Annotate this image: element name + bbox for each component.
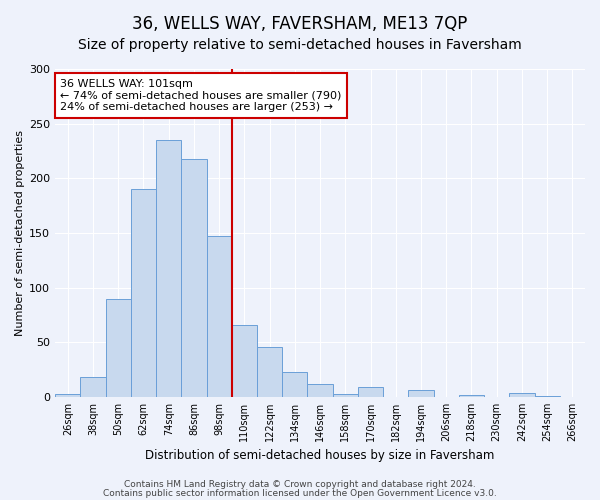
Text: Contains HM Land Registry data © Crown copyright and database right 2024.: Contains HM Land Registry data © Crown c… — [124, 480, 476, 489]
Bar — [409, 390, 434, 397]
Text: 36 WELLS WAY: 101sqm
← 74% of semi-detached houses are smaller (790)
24% of semi: 36 WELLS WAY: 101sqm ← 74% of semi-detac… — [61, 79, 342, 112]
Text: 36, WELLS WAY, FAVERSHAM, ME13 7QP: 36, WELLS WAY, FAVERSHAM, ME13 7QP — [133, 15, 467, 33]
Bar — [459, 394, 484, 397]
Y-axis label: Number of semi-detached properties: Number of semi-detached properties — [15, 130, 25, 336]
Bar — [131, 189, 156, 397]
Bar — [156, 140, 181, 397]
Bar — [257, 346, 282, 397]
Bar — [80, 378, 106, 397]
Bar — [332, 394, 358, 397]
Bar — [181, 158, 206, 397]
Bar — [55, 394, 80, 397]
X-axis label: Distribution of semi-detached houses by size in Faversham: Distribution of semi-detached houses by … — [145, 450, 495, 462]
Bar — [206, 236, 232, 397]
Text: Contains public sector information licensed under the Open Government Licence v3: Contains public sector information licen… — [103, 488, 497, 498]
Bar — [358, 387, 383, 397]
Bar — [282, 372, 307, 397]
Bar — [232, 325, 257, 397]
Bar — [535, 396, 560, 397]
Text: Size of property relative to semi-detached houses in Faversham: Size of property relative to semi-detach… — [78, 38, 522, 52]
Bar — [307, 384, 332, 397]
Bar — [509, 392, 535, 397]
Bar — [106, 298, 131, 397]
